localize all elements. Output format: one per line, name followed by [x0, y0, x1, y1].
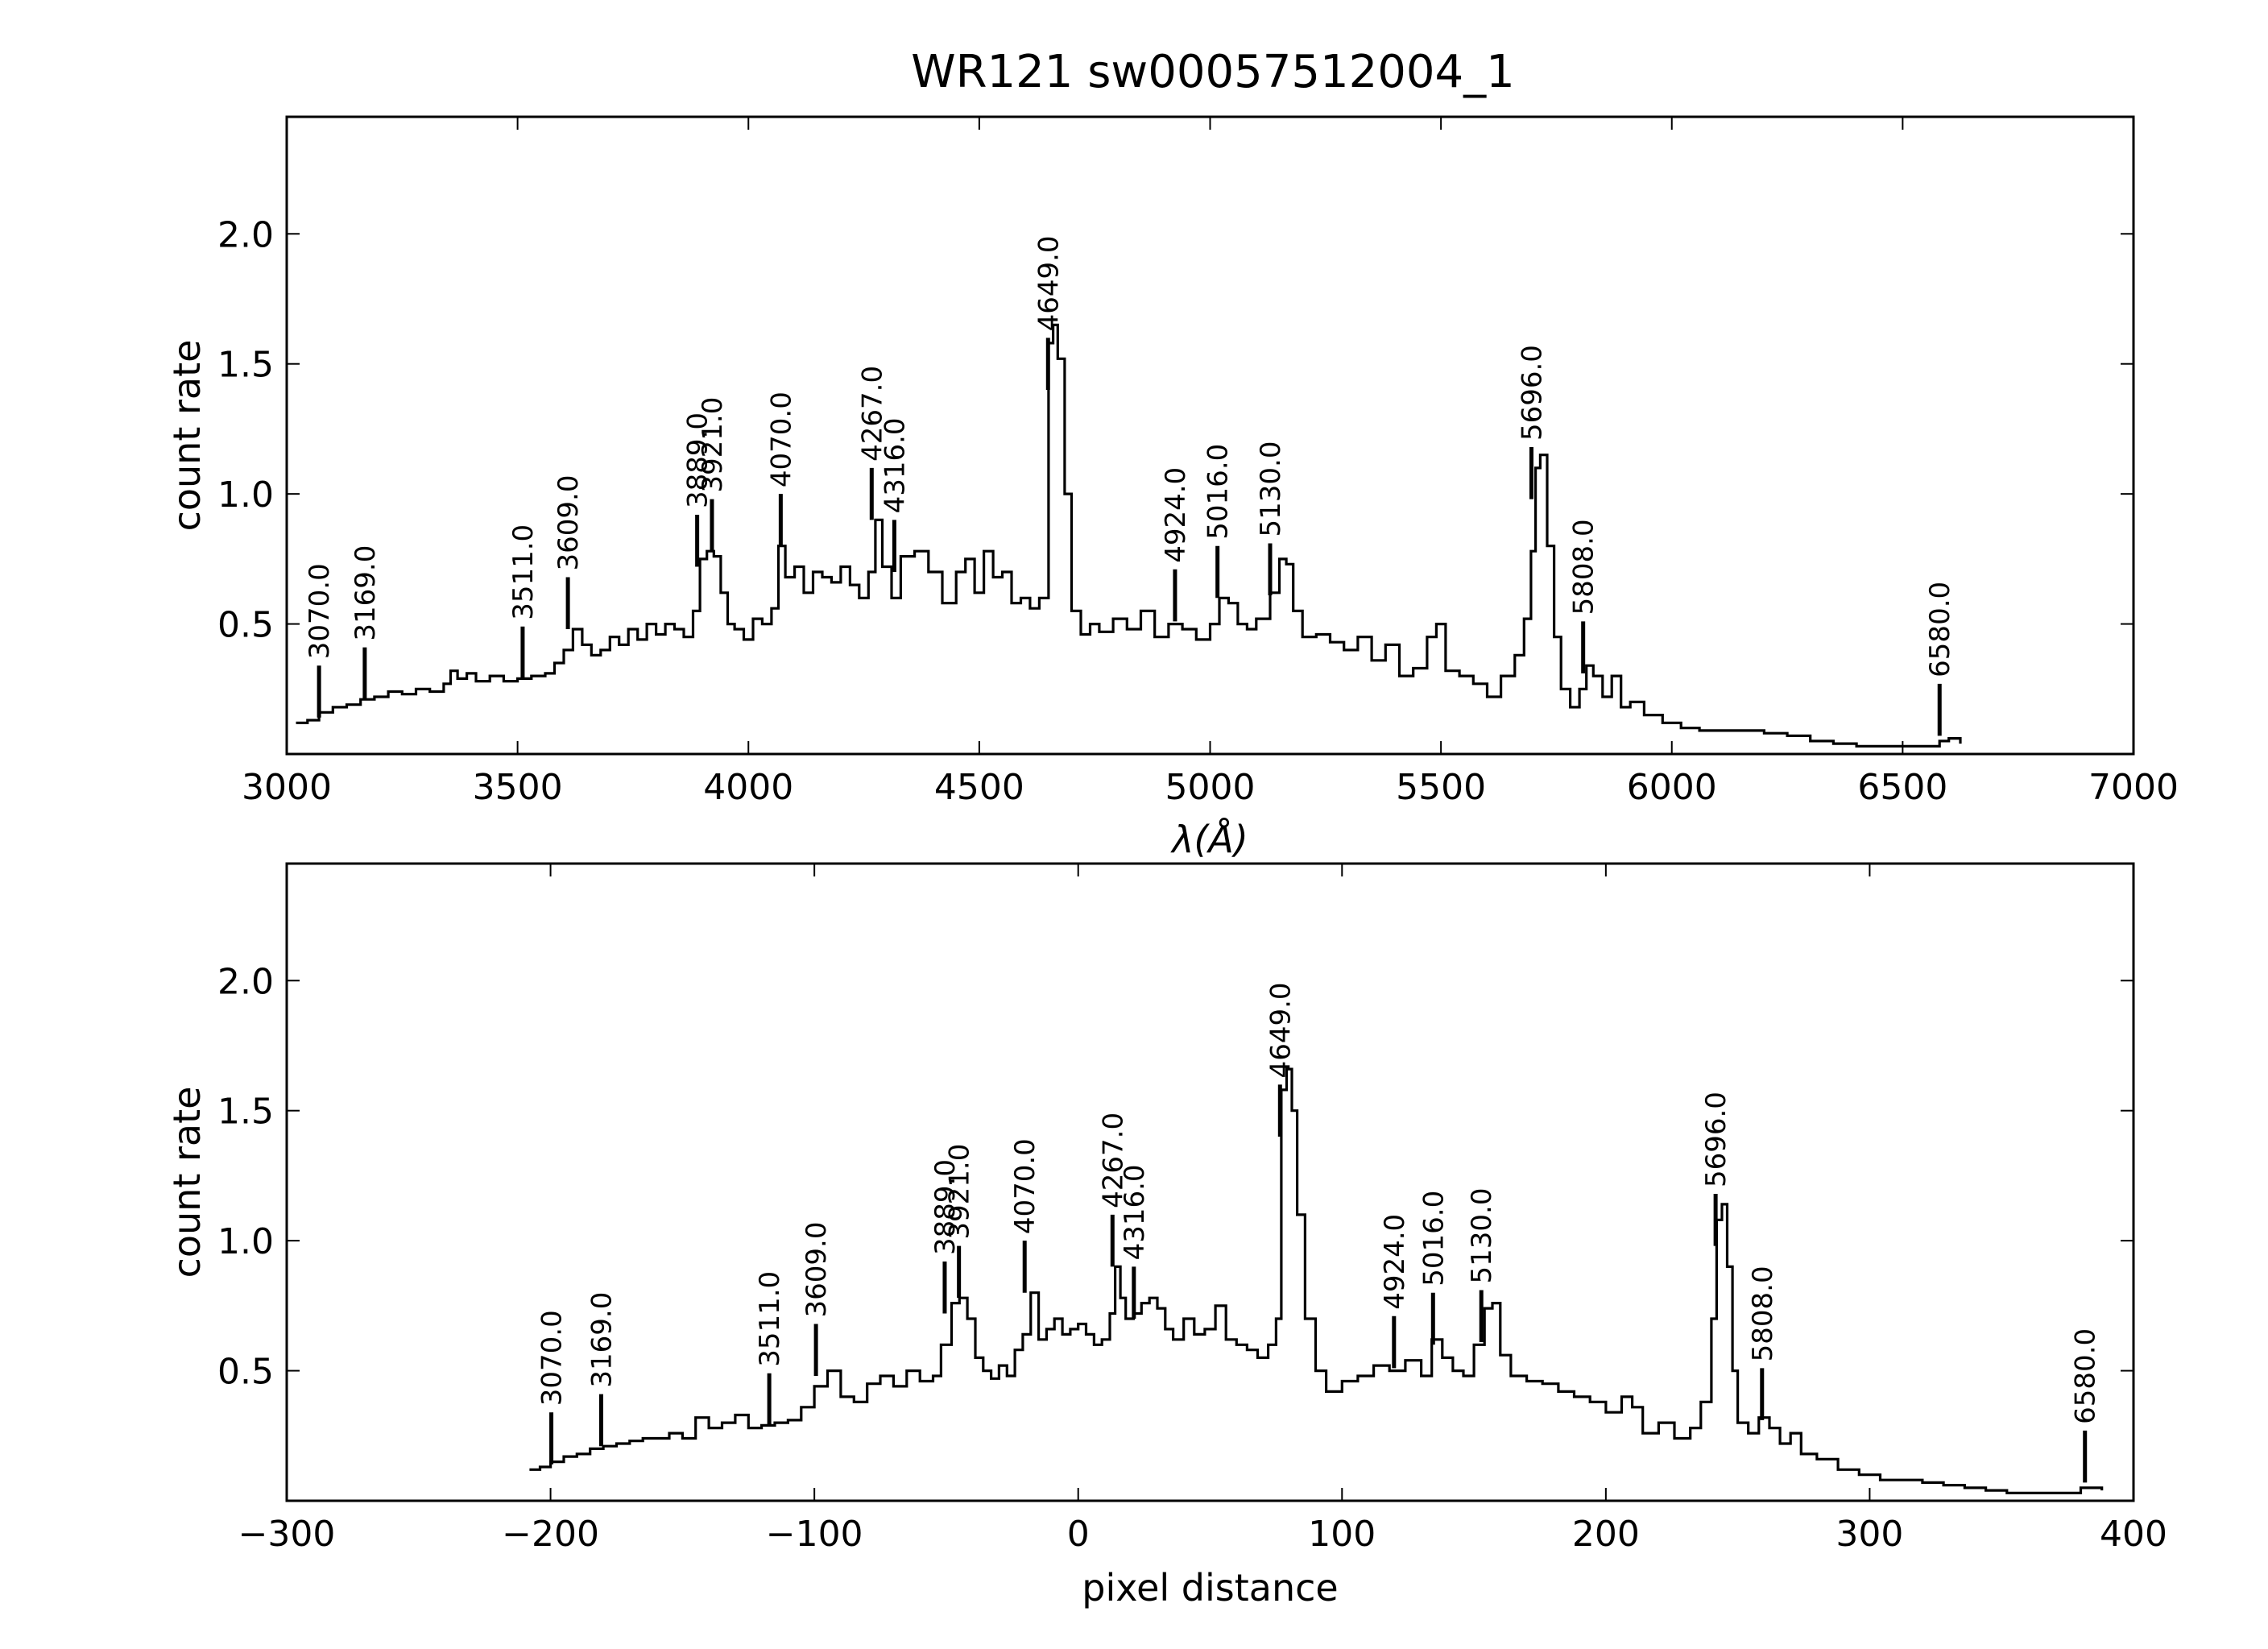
y-tick-label-wavelength: 2.0: [217, 214, 274, 255]
line-label-3921.0: 3921.0: [697, 397, 729, 493]
line-label-6580.0: 6580.0: [2070, 1328, 2102, 1424]
x-tick-label-pixel: −100: [766, 1514, 863, 1555]
line-label-5130.0: 5130.0: [1255, 441, 1287, 537]
y-tick-label-wavelength: 1.5: [217, 345, 274, 386]
line-label-3070.0: 3070.0: [304, 563, 336, 659]
x-tick-label-wavelength: 3000: [242, 767, 332, 808]
x-tick-label-wavelength: 6500: [1857, 767, 1947, 808]
line-label-4924.0: 4924.0: [1379, 1214, 1411, 1310]
y-axis-label-pixel: count rate: [165, 1087, 209, 1278]
y-tick-label-wavelength: 0.5: [217, 605, 274, 646]
y-tick-label-pixel: 1.0: [217, 1221, 274, 1262]
x-tick-label-wavelength: 6000: [1627, 767, 1717, 808]
x-tick-label-wavelength: 3500: [473, 767, 563, 808]
line-label-3609.0: 3609.0: [553, 474, 585, 570]
x-axis-label-wavelength: λ(Å): [1169, 818, 1248, 861]
x-tick-label-pixel: −200: [502, 1514, 599, 1555]
y-tick-label-pixel: 2.0: [217, 961, 274, 1002]
chart-title: WR121 sw00057512004_1: [911, 46, 1515, 98]
x-tick-label-wavelength: 7000: [2088, 767, 2179, 808]
line-label-3889.0: 3889.0: [682, 412, 714, 508]
x-tick-label-pixel: 300: [1836, 1514, 1903, 1555]
line-label-4267.0: 4267.0: [856, 366, 888, 462]
line-label-5696.0: 5696.0: [1700, 1092, 1732, 1187]
line-label-3169.0: 3169.0: [586, 1292, 618, 1388]
x-tick-label-pixel: 200: [1572, 1514, 1640, 1555]
line-label-4070.0: 4070.0: [765, 392, 797, 487]
x-tick-label-wavelength: 4500: [934, 767, 1024, 808]
x-tick-label-wavelength: 4000: [703, 767, 793, 808]
line-label-5130.0: 5130.0: [1466, 1188, 1498, 1284]
line-label-5808.0: 5808.0: [1747, 1266, 1779, 1361]
line-label-3609.0: 3609.0: [801, 1221, 833, 1317]
x-axis-label-pixel: pixel distance: [1082, 1566, 1338, 1610]
line-label-6580.0: 6580.0: [1924, 582, 1956, 677]
line-label-5016.0: 5016.0: [1202, 444, 1235, 540]
line-label-4649.0: 4649.0: [1033, 235, 1065, 331]
x-tick-label-pixel: −300: [238, 1514, 336, 1555]
line-label-5016.0: 5016.0: [1418, 1191, 1450, 1286]
line-label-3889.0: 3889.0: [929, 1159, 962, 1255]
y-tick-label-pixel: 0.5: [217, 1352, 274, 1393]
line-label-3511.0: 3511.0: [754, 1271, 786, 1367]
line-label-4316.0: 4316.0: [1119, 1164, 1151, 1260]
spectrum-series-wavelength: [296, 323, 1962, 748]
y-tick-label-pixel: 1.5: [217, 1092, 274, 1133]
x-tick-label-pixel: 100: [1308, 1514, 1376, 1555]
line-label-3070.0: 3070.0: [536, 1310, 569, 1406]
line-label-3169.0: 3169.0: [350, 545, 382, 641]
line-label-5808.0: 5808.0: [1568, 519, 1600, 615]
line-label-5696.0: 5696.0: [1516, 345, 1548, 441]
line-label-3511.0: 3511.0: [507, 524, 540, 620]
x-tick-label-wavelength: 5500: [1396, 767, 1486, 808]
line-label-4649.0: 4649.0: [1264, 982, 1297, 1078]
line-label-4924.0: 4924.0: [1160, 467, 1192, 563]
axes-frame-pixel: [285, 862, 2135, 1502]
y-tick-label-wavelength: 1.0: [217, 474, 274, 516]
x-tick-label-pixel: 400: [2100, 1514, 2167, 1555]
spectrum-series-pixel: [529, 1067, 2104, 1494]
line-label-4070.0: 4070.0: [1009, 1138, 1041, 1234]
x-tick-label-wavelength: 5000: [1165, 767, 1256, 808]
line-label-4267.0: 4267.0: [1097, 1112, 1129, 1208]
line-label-4316.0: 4316.0: [879, 417, 911, 513]
x-tick-label-pixel: 0: [1067, 1514, 1090, 1555]
y-axis-label-wavelength: count rate: [165, 340, 209, 532]
line-label-3921.0: 3921.0: [944, 1144, 976, 1240]
